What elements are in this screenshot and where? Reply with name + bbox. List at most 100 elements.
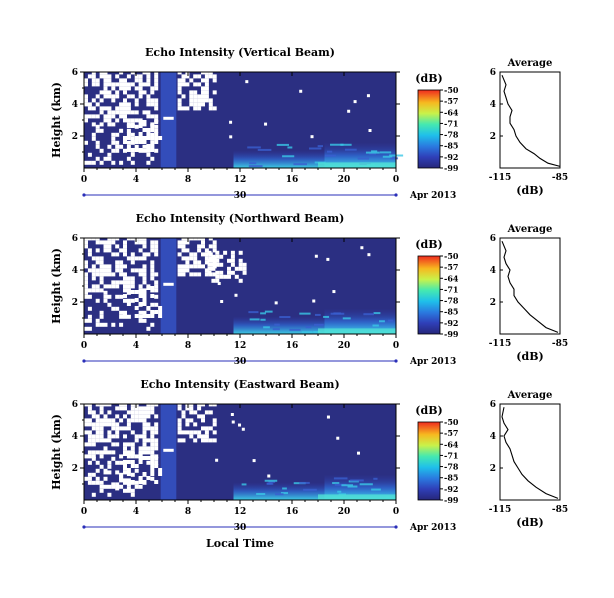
missing-cell — [84, 160, 88, 165]
missing-cell — [115, 442, 120, 447]
missing-cell — [367, 253, 371, 257]
missing-cell — [150, 248, 155, 253]
missing-cell — [142, 272, 147, 277]
average-y-tick-label: 6 — [490, 234, 496, 244]
missing-cell — [146, 286, 151, 290]
missing-cell — [91, 426, 96, 431]
missing-cell — [115, 268, 120, 273]
missing-cell — [242, 270, 247, 275]
missing-cell — [107, 94, 112, 99]
missing-cell — [123, 434, 127, 439]
missing-cell — [126, 132, 131, 136]
missing-cell — [154, 128, 159, 133]
missing-cell — [123, 114, 127, 119]
missing-cell — [107, 450, 112, 455]
missing-cell — [142, 314, 147, 318]
missing-cell — [211, 262, 216, 267]
missing-cell — [138, 78, 143, 83]
missing-cell — [126, 148, 131, 152]
missing-cell — [130, 406, 135, 411]
missing-cell — [138, 290, 143, 294]
echo-streak — [248, 165, 263, 168]
missing-cell — [201, 438, 205, 443]
missing-cell — [115, 426, 120, 431]
missing-cell — [84, 430, 88, 435]
missing-cell — [103, 244, 108, 249]
missing-cell — [177, 244, 182, 249]
missing-cell — [134, 118, 139, 123]
x-tick-label: 8 — [185, 341, 191, 351]
missing-cell — [185, 240, 190, 245]
missing-cell — [158, 306, 163, 310]
missing-cell — [227, 258, 231, 263]
missing-cell — [111, 86, 116, 91]
missing-cell — [130, 430, 135, 435]
missing-cell — [111, 240, 116, 245]
missing-cell — [111, 456, 116, 461]
missing-cell — [138, 268, 143, 273]
echo-streak — [275, 493, 284, 496]
missing-cell — [146, 426, 151, 431]
echo-streak — [363, 313, 374, 316]
missing-cell — [154, 284, 159, 289]
missing-cell — [103, 86, 108, 91]
missing-cell — [223, 274, 228, 279]
missing-cell — [138, 120, 143, 124]
average-y-tick-label: 6 — [490, 68, 496, 78]
missing-cell — [111, 434, 116, 439]
echo-streak — [268, 480, 276, 483]
missing-cell — [189, 272, 194, 277]
missing-cell — [150, 322, 155, 327]
missing-cell — [150, 272, 155, 277]
echo-streak — [301, 331, 313, 334]
missing-cell — [310, 135, 314, 139]
missing-cell — [146, 314, 151, 318]
average-x-tick-label: -85 — [552, 173, 568, 183]
missing-cell — [115, 406, 120, 411]
missing-cell — [134, 414, 139, 419]
surface-echo — [318, 494, 396, 500]
y-axis-label: Height (km) — [50, 82, 63, 158]
missing-cell — [154, 148, 159, 153]
missing-cell — [193, 410, 198, 415]
missing-cell — [217, 282, 221, 286]
missing-cell — [123, 102, 127, 107]
missing-cell — [154, 102, 159, 107]
missing-cell — [107, 152, 112, 157]
missing-cell — [87, 460, 92, 465]
missing-cell — [150, 446, 155, 451]
missing-cell — [208, 256, 213, 261]
missing-cell — [215, 258, 220, 263]
missing-cell — [211, 254, 216, 259]
missing-cell — [111, 136, 116, 141]
missing-cell — [142, 294, 147, 298]
missing-cell — [107, 106, 112, 111]
missing-cell — [146, 98, 151, 103]
colorbar-tick-label: -50 — [444, 251, 459, 261]
missing-cell — [134, 78, 139, 83]
missing-cell — [115, 90, 120, 95]
missing-cell — [95, 438, 100, 443]
missing-cell — [126, 94, 131, 99]
missing-cell — [107, 82, 112, 87]
missing-cell — [91, 122, 96, 127]
missing-cell — [154, 106, 159, 111]
missing-cell — [123, 294, 127, 298]
missing-cell — [87, 160, 92, 165]
missing-cell — [111, 322, 116, 327]
missing-cell — [84, 454, 88, 459]
average-x-tick-label: -85 — [552, 505, 568, 515]
missing-cell — [123, 280, 127, 285]
missing-cell — [115, 144, 120, 149]
average-frame — [499, 237, 561, 335]
echo-streak — [344, 148, 357, 151]
missing-cell — [111, 114, 116, 119]
echo-column — [160, 404, 177, 500]
missing-cell — [95, 480, 100, 485]
date-line-end — [394, 193, 398, 197]
missing-cell — [230, 254, 235, 259]
missing-cell — [111, 140, 116, 145]
date-label: 30 — [234, 357, 247, 367]
missing-cell — [238, 262, 243, 267]
missing-cell — [142, 442, 147, 447]
